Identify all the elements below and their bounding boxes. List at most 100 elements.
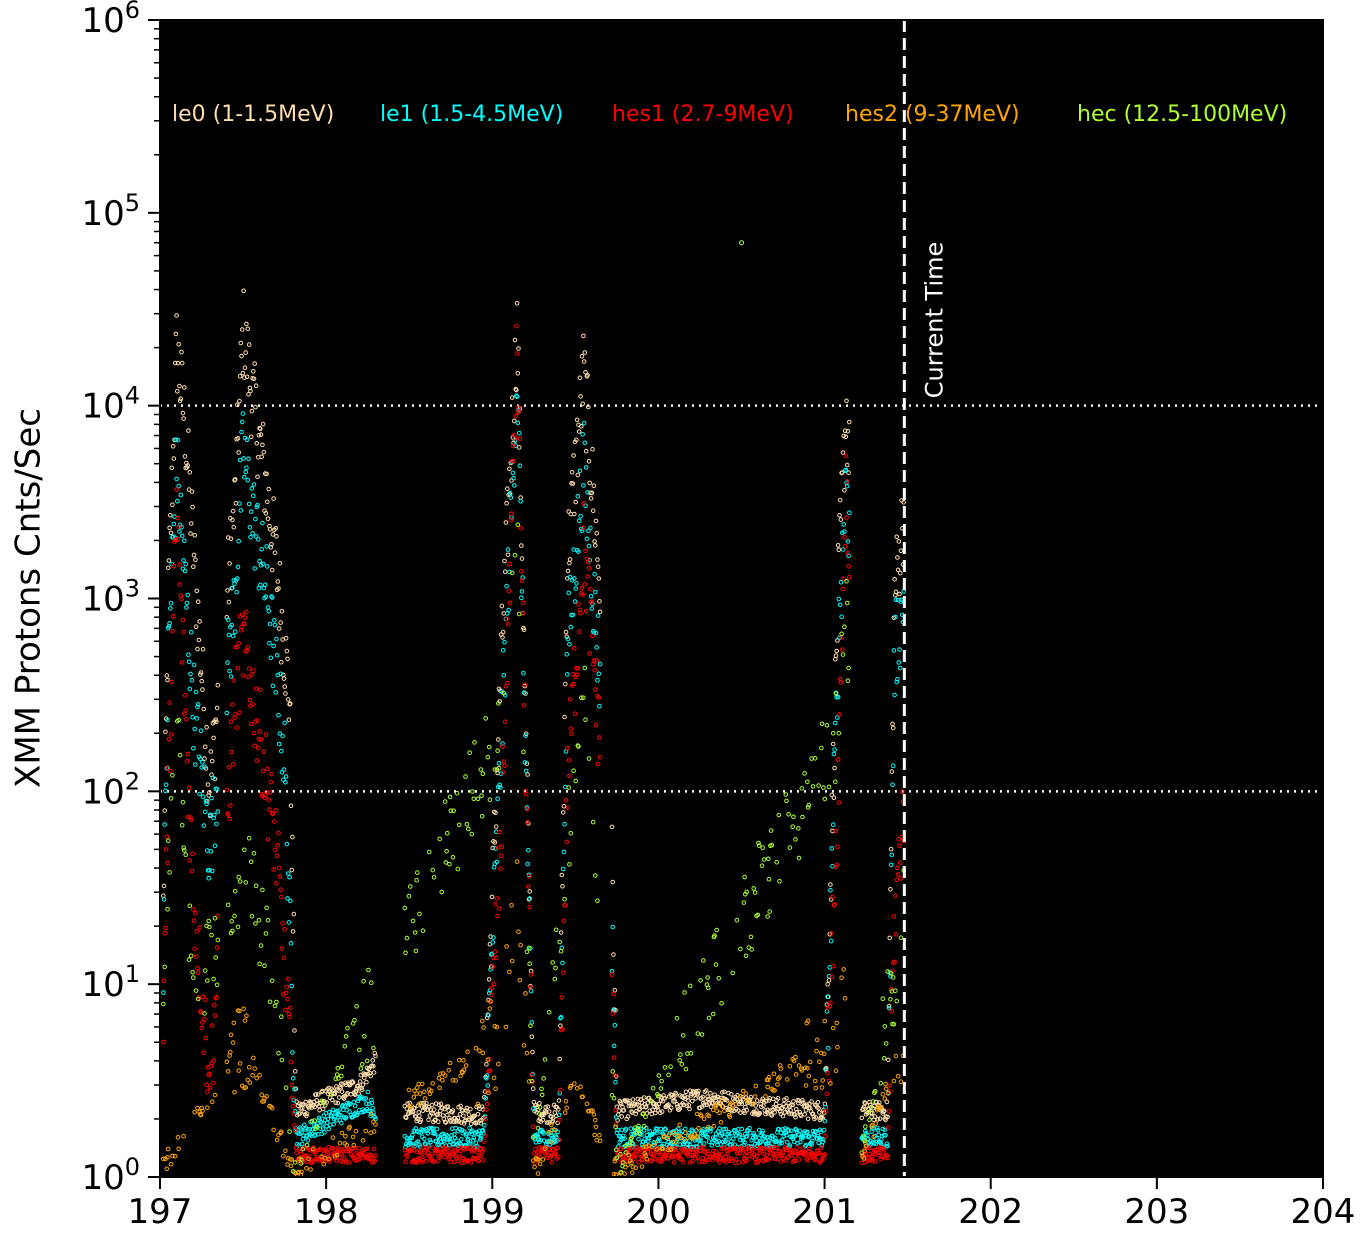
data-point-hes2: [165, 1146, 171, 1152]
data-point-le1: [831, 751, 837, 757]
data-point-hec: [209, 932, 214, 938]
data-point-hec: [774, 859, 780, 865]
data-point-le1: [485, 1083, 491, 1088]
data-point-hec: [566, 785, 572, 790]
data-point-hes1: [835, 757, 841, 762]
data-point-hec: [225, 902, 231, 908]
data-point-hes2: [311, 1147, 316, 1152]
data-point-hec: [276, 1050, 281, 1056]
data-point-hes1: [190, 851, 195, 857]
data-point-hec: [741, 900, 747, 905]
data-point-le1: [786, 1128, 791, 1133]
data-point-hes1: [659, 1158, 664, 1164]
data-point-hes1: [618, 1146, 624, 1152]
data-point-le0: [324, 1100, 329, 1105]
data-point-hes1: [191, 907, 196, 912]
data-point-hec: [304, 1142, 310, 1148]
data-point-hec: [176, 717, 181, 723]
data-point-le1: [201, 823, 207, 828]
data-point-hec: [640, 1111, 646, 1117]
data-point-hes1: [558, 1087, 563, 1093]
data-point-le0: [450, 1108, 456, 1113]
data-point-le1: [161, 897, 167, 902]
data-point-le1: [613, 1079, 618, 1085]
data-point-hes1: [161, 978, 167, 984]
data-point-hes2: [717, 1110, 722, 1116]
data-point-hes2: [814, 1037, 820, 1043]
data-point-hes2: [456, 1057, 462, 1063]
data-point-le0: [507, 466, 512, 472]
data-point-hes1: [181, 629, 186, 635]
data-point-le0: [692, 1089, 697, 1095]
data-point-hes1: [193, 954, 199, 959]
data-point-le0: [161, 883, 167, 889]
data-point-le1: [279, 770, 285, 775]
data-point-le1: [701, 1141, 707, 1146]
data-point-le1: [252, 566, 257, 571]
data-point-hec: [333, 1076, 339, 1082]
data-point-le1: [502, 639, 507, 645]
data-point-le0: [490, 845, 496, 851]
data-point-le1: [622, 1136, 627, 1141]
data-point-le0: [312, 1104, 318, 1110]
data-point-le1: [567, 574, 573, 580]
data-point-hes2: [766, 1074, 772, 1080]
data-point-hec: [444, 849, 449, 854]
data-point-hes2: [228, 1032, 234, 1038]
data-point-hec: [342, 1044, 348, 1049]
data-point-le1: [434, 1126, 440, 1132]
data-point-hec: [408, 884, 413, 889]
data-point-le1: [355, 1098, 361, 1104]
data-point-le0: [586, 459, 592, 464]
data-point-hec: [467, 750, 473, 756]
data-point-hec: [287, 1129, 292, 1134]
data-point-le0: [417, 1113, 422, 1118]
data-point-le1: [179, 524, 184, 530]
data-point-hes1: [525, 820, 530, 825]
data-point-le1: [234, 589, 239, 595]
data-point-le0: [772, 1110, 777, 1115]
data-point-hec: [742, 874, 747, 880]
data-point-hes2: [879, 1104, 884, 1110]
data-point-le1: [209, 795, 214, 801]
data-point-hes1: [197, 925, 202, 930]
data-point-hes1: [585, 574, 590, 579]
data-point-le0: [825, 981, 830, 987]
data-point-hes1: [500, 744, 505, 749]
data-point-hes1: [284, 984, 290, 990]
data-point-hes1: [269, 771, 274, 777]
data-point-le1: [200, 759, 205, 765]
data-point-le1: [280, 733, 285, 739]
data-point-le1: [720, 1131, 725, 1136]
data-point-hes2: [671, 1130, 676, 1136]
data-point-hes2: [787, 1063, 793, 1069]
legend: le0 (1-1.5MeV) le1 (1.5-4.5MeV) hes1 (2.7-…: [172, 102, 1287, 127]
data-point-le1: [709, 1143, 715, 1148]
data-point-hec: [805, 805, 811, 810]
data-point-hes1: [549, 1160, 555, 1165]
data-point-hes1: [201, 1050, 207, 1056]
data-point-le0: [794, 1110, 800, 1115]
data-point-le0: [720, 1090, 725, 1095]
data-point-le0: [248, 388, 253, 394]
legend-entry: hes1 (2.7-9MeV): [612, 102, 794, 127]
data-point-hec: [290, 1169, 296, 1174]
data-point-hes1: [481, 1147, 486, 1152]
data-point-hes1: [632, 1153, 638, 1159]
data-point-hes1: [575, 666, 581, 671]
data-point-hes2: [493, 1086, 498, 1091]
data-point-le0: [202, 756, 207, 761]
data-point-hec: [698, 978, 703, 983]
data-point-hec: [450, 855, 456, 860]
data-point-le1: [806, 1134, 812, 1140]
data-point-le1: [232, 629, 238, 635]
data-point-le0: [504, 501, 509, 506]
data-point-le1: [467, 1125, 473, 1131]
data-point-hec: [357, 1047, 362, 1053]
data-point-le1: [343, 1115, 349, 1120]
data-point-hes2: [209, 1099, 215, 1105]
data-point-le1: [224, 710, 230, 716]
data-point-le0: [588, 496, 594, 501]
data-point-le0: [196, 637, 202, 643]
y-tick-label: 101: [81, 960, 140, 1005]
